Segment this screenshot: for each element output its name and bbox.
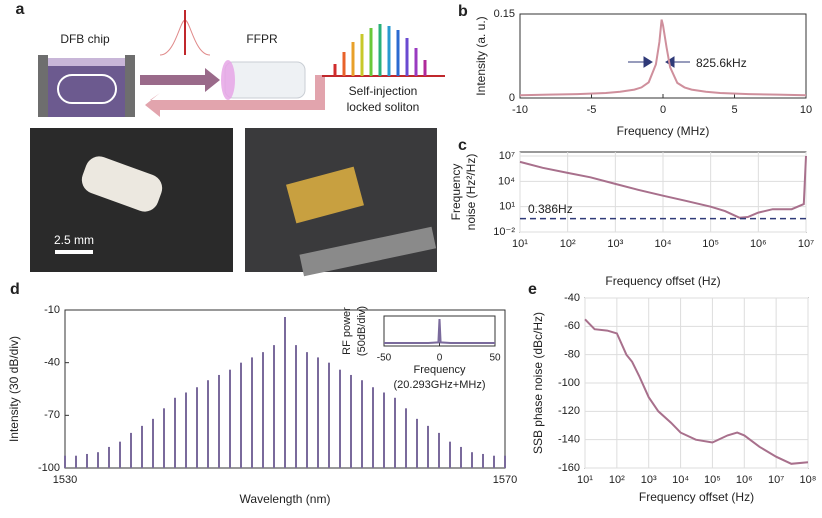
x-tick-label: 50 [489,353,501,364]
panel-label: d [10,281,20,298]
y-tick-label: -40 [44,357,60,369]
x-axis-label: Wavelength (nm) [240,492,331,506]
y-axis-label: Intensity (30 dB/div) [7,336,21,442]
panel-label: e [528,281,537,298]
panel-label: a [16,1,25,18]
y-tick-label: -160 [558,462,580,474]
y-tick-label: -10 [44,304,60,316]
y-tick-label: -100 [558,377,580,389]
x-tick-label: -50 [377,353,392,364]
y-tick-label: 10⁴ [498,175,515,187]
x-axis-label: Frequency (MHz) [617,124,710,138]
x-tick-label: 10¹ [577,474,593,486]
panel-label: c [458,137,467,154]
y-axis-label: Intensity (a. u.) [474,16,488,95]
y-tick-label: -140 [558,434,580,446]
x-tick-label: 10⁵ [702,238,719,250]
x-tick-label: 0 [660,104,666,116]
reference-label: 0.386Hz [528,202,573,216]
x-tick-label: 10⁴ [655,238,672,250]
y-tick-label: -60 [564,320,580,332]
x-tick-label: 10¹ [512,238,528,250]
y-tick-label: 10⁷ [499,150,515,162]
x-tick-label: 10⁶ [750,238,767,250]
schematic [30,10,445,277]
x-tick-label: -10 [512,104,528,116]
x-tick-label: 1570 [493,474,517,486]
x-axis-label: Frequency [414,364,466,376]
y-tick-label: -40 [564,292,580,304]
x-tick-label: 10² [560,238,576,250]
x-tick-label: 10⁷ [768,474,784,486]
x-tick-label: 5 [731,104,737,116]
data-line [519,19,807,97]
x-tick-label: 10² [609,474,625,486]
x-axis-label: (20.293GHz+MHz) [393,379,485,391]
y-tick-label: 10⁻² [493,226,515,238]
panel-label: b [458,3,468,20]
y-tick-label: 0 [509,92,515,104]
y-tick-label: -100 [38,462,60,474]
y-axis-label: (50dB/div) [356,306,368,356]
x-tick-label: 10 [800,104,812,116]
x-tick-label: 10⁷ [798,238,814,250]
annotation: 825.6kHz [696,56,747,70]
soliton-label: Self-injection [349,84,418,98]
x-tick-label: 10⁵ [704,474,721,486]
y-tick-label: 10¹ [499,201,515,213]
x-tick-label: 10⁸ [800,474,817,486]
x-tick-label: 1530 [53,474,77,486]
y-tick-label: -80 [564,349,580,361]
y-tick-label: -120 [558,405,580,417]
data-line [584,318,809,465]
scale-bar-label: 2.5 mm [54,233,94,247]
x-tick-label: 10⁴ [672,474,689,486]
y-tick-label: -70 [44,409,60,421]
linewidth-arrows [628,56,690,68]
x-tick-label: -5 [587,104,597,116]
resonator-label: FFPR [246,32,278,46]
x-axis-label: Frequency offset (Hz) [605,274,720,288]
y-axis-label: noise (Hz²/Hz) [464,154,478,231]
data-line [519,155,807,219]
x-tick-label: 10³ [607,238,623,250]
y-axis-label: RF power [341,307,353,355]
y-tick-label: 0.15 [494,8,515,20]
x-tick-label: 10³ [641,474,657,486]
x-axis-label: Frequency offset (Hz) [639,490,754,504]
x-tick-label: 0 [437,353,443,364]
x-tick-label: 10⁶ [736,474,753,486]
soliton-label: locked soliton [347,100,420,114]
chip-label: DFB chip [60,32,110,46]
data-line [384,318,495,344]
y-axis-label: SSB phase noise (dBc/Hz) [531,312,545,454]
y-axis-label: Frequency [449,164,463,221]
